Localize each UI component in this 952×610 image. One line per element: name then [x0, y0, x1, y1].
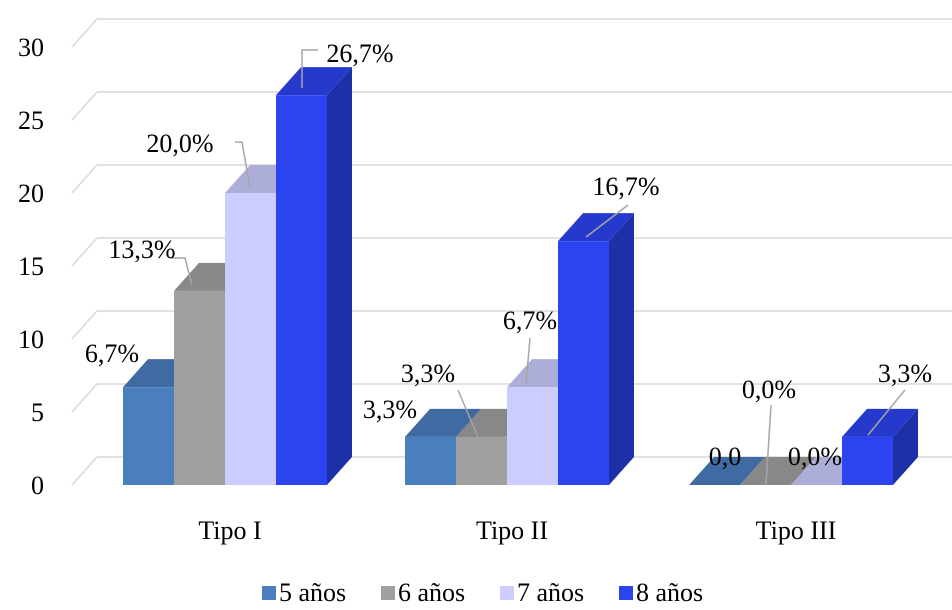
bar	[740, 457, 816, 485]
gridline-depth	[71, 18, 98, 48]
data-labels: 6,7% 3,3% 0,0 13,3% 3,3% 0,0% 20,0% 6,7% 0,0% 26,…	[85, 39, 932, 471]
legend-label: 5 años	[279, 578, 346, 607]
leader-line	[301, 49, 318, 88]
bar-side	[327, 67, 352, 486]
bar-top	[689, 457, 765, 485]
y-axis-ticks: 0 5 10 15 20 25 30	[18, 33, 44, 500]
gridline-depth	[71, 237, 98, 267]
bar-front	[558, 241, 609, 485]
legend-item: 7 años	[500, 578, 584, 607]
bar-front	[842, 436, 893, 485]
bar-top	[558, 213, 634, 242]
legend-swatch	[500, 586, 514, 600]
bar-front	[456, 436, 507, 485]
data-label: 20,0%	[146, 129, 213, 158]
y-tick-label: 25	[18, 106, 44, 135]
y-tick-label: 0	[31, 471, 44, 500]
bar	[842, 408, 918, 485]
bar-top	[842, 408, 918, 437]
legend-label: 7 años	[517, 578, 584, 607]
leader-line	[525, 337, 531, 385]
gridline-depth	[71, 91, 98, 121]
bar	[558, 213, 634, 485]
x-category-label: Tipo II	[476, 516, 548, 545]
legend: 5 años 6 años 7 años 8 años	[262, 578, 703, 607]
y-tick-label: 15	[18, 252, 44, 281]
bar-front	[507, 387, 558, 485]
data-label: 13,3%	[108, 235, 175, 264]
bar-front	[174, 290, 225, 485]
bars	[123, 67, 918, 486]
x-category-label: Tipo I	[198, 516, 261, 545]
leader-line	[235, 141, 251, 189]
legend-label: 8 años	[636, 578, 703, 607]
bar-front	[225, 193, 276, 485]
bar-side	[893, 408, 918, 485]
legend-item: 6 años	[381, 578, 465, 607]
y-tick-label: 10	[18, 325, 44, 354]
data-label: 3,3%	[363, 395, 417, 424]
legend-swatch	[381, 586, 395, 600]
data-label: 0,0%	[742, 375, 796, 404]
leader-line	[585, 204, 629, 238]
data-label: 3,3%	[401, 359, 455, 388]
legend-swatch	[619, 586, 633, 600]
data-label: 0,0	[709, 442, 742, 471]
leader-line	[457, 389, 479, 438]
legend-label: 6 años	[398, 578, 465, 607]
gridline-depth	[71, 164, 98, 194]
gridline-depth	[71, 456, 98, 486]
data-label: 3,3%	[878, 359, 932, 388]
data-label: 6,7%	[85, 339, 139, 368]
bar-top	[740, 457, 816, 485]
bar-side	[609, 213, 634, 485]
bar	[276, 67, 352, 486]
x-category-label: Tipo III	[756, 516, 837, 545]
leader-line	[765, 404, 772, 486]
legend-swatch	[262, 586, 276, 600]
leader-line	[867, 389, 906, 436]
y-tick-label: 20	[18, 179, 44, 208]
x-axis-categories: Tipo I Tipo II Tipo III	[198, 516, 836, 545]
leader-line	[170, 257, 193, 286]
legend-item: 5 años	[262, 578, 346, 607]
data-label: 6,7%	[503, 306, 557, 335]
bar-front	[276, 95, 327, 486]
bar-front	[405, 436, 456, 485]
bar	[689, 457, 765, 485]
gridline-depth	[71, 383, 98, 413]
bar-front	[123, 387, 174, 485]
bar-top	[276, 67, 352, 96]
bar-top	[405, 408, 481, 437]
y-tick-label: 30	[18, 33, 44, 62]
label-leaders	[170, 49, 906, 486]
data-label: 26,7%	[326, 39, 393, 68]
data-label: 16,7%	[592, 172, 659, 201]
legend-item: 8 años	[619, 578, 703, 607]
y-tick-label: 5	[31, 398, 44, 427]
data-label: 0,0%	[788, 442, 842, 471]
gridline-depth	[71, 310, 98, 340]
